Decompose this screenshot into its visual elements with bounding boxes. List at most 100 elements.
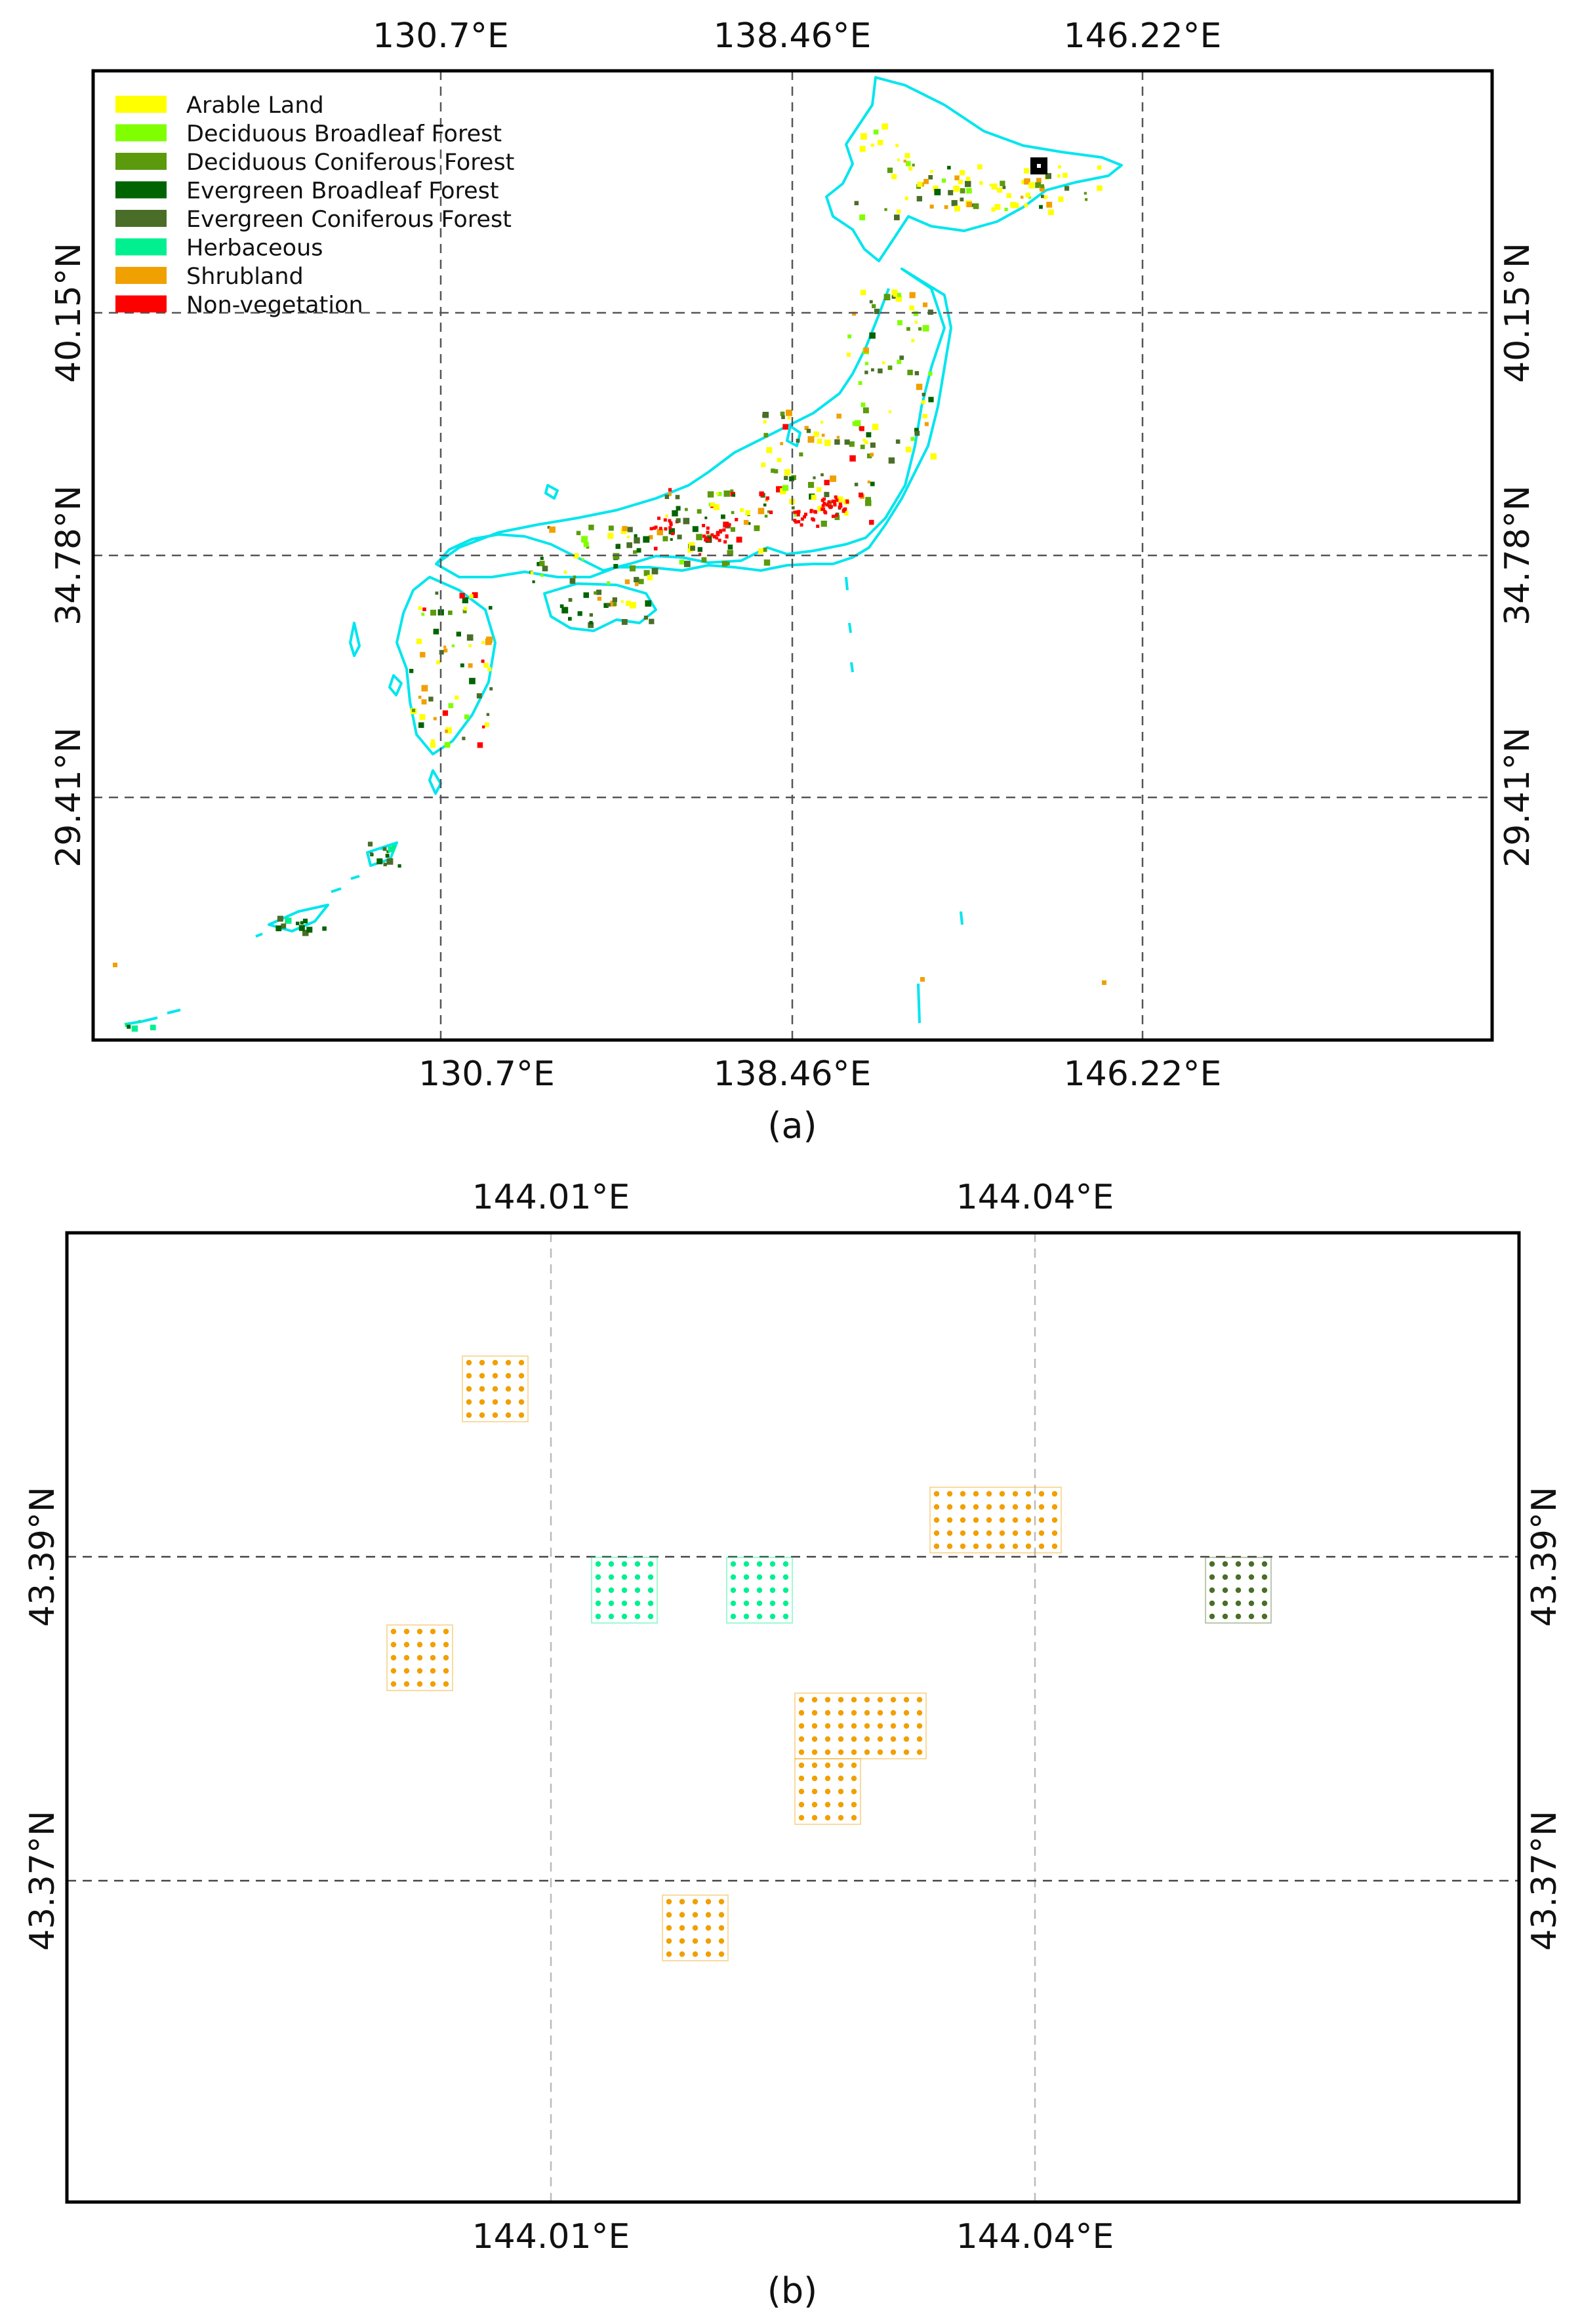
land-cover-pixel	[914, 321, 918, 324]
land-cover-pixel	[1013, 203, 1019, 209]
land-cover-pixel	[486, 636, 493, 643]
land-cover-pixel	[469, 677, 476, 685]
land-cover-pixel	[917, 182, 923, 188]
bottom-lon-tick-1: 130.7°E	[418, 1054, 555, 1094]
patch-dot	[403, 1668, 410, 1674]
patch-dot	[838, 1775, 844, 1782]
land-cover-pixel	[891, 289, 898, 296]
coastline-sea-of-japan	[435, 471, 710, 565]
land-cover-pixel	[1048, 209, 1054, 216]
land-cover-pixel	[690, 546, 695, 551]
land-cover-patches	[386, 1355, 1272, 1961]
patch-dot	[851, 1814, 857, 1821]
patch-dot	[621, 1613, 628, 1620]
land-cover-pixel	[907, 369, 913, 376]
patch-dot	[824, 1762, 831, 1769]
land-cover-pixel	[731, 511, 735, 514]
land-cover-pixel	[422, 607, 426, 611]
land-cover-pixel	[612, 597, 617, 603]
land-cover-pixel	[869, 519, 874, 525]
bottom-lon-tick-2: 138.46°E	[714, 1054, 872, 1094]
land-cover-pixel	[951, 200, 958, 207]
land-cover-pixel	[540, 574, 544, 577]
land-cover-pixel	[383, 862, 387, 866]
land-cover-pixel	[727, 523, 731, 527]
land-cover-pixel	[662, 536, 668, 542]
land-cover-pixel	[948, 190, 954, 195]
land-cover-pixel	[647, 574, 653, 580]
patch-dot	[492, 1412, 498, 1418]
land-cover-pixel	[864, 440, 868, 445]
patch-dot	[916, 1696, 923, 1703]
land-cover-pixel	[825, 503, 829, 507]
patch-dot	[390, 1641, 397, 1648]
land-cover-pixel	[688, 542, 695, 549]
legend-label: Shrubland	[186, 264, 304, 290]
land-cover-pixel	[860, 289, 866, 296]
patch-dot	[1051, 1491, 1058, 1497]
patch-dot	[986, 1530, 992, 1536]
patch-dot	[756, 1613, 763, 1620]
patch-dot	[838, 1736, 844, 1742]
land-cover-pixel	[1057, 174, 1061, 178]
land-cover-pixel	[462, 736, 466, 740]
land-cover-pixel	[905, 161, 911, 167]
patch-evergreen-coniferous-forest	[1205, 1557, 1272, 1624]
land-cover-pixel	[820, 508, 824, 511]
patch-dot	[443, 1654, 449, 1661]
patch-dot	[973, 1543, 979, 1550]
land-cover-pixel	[824, 479, 830, 485]
land-cover-pixel	[781, 415, 785, 420]
patch-dot	[647, 1574, 654, 1580]
patch-dot	[782, 1613, 789, 1620]
land-cover-pixel	[860, 445, 865, 449]
land-cover-pixel	[716, 531, 719, 534]
land-cover-pixel	[727, 544, 733, 550]
land-cover-pixel	[878, 368, 883, 374]
land-cover-pixel	[672, 510, 678, 517]
patch-dot	[890, 1749, 897, 1755]
patch-dot	[851, 1788, 857, 1795]
legend-swatch	[115, 96, 167, 113]
land-cover-pixel	[831, 500, 835, 504]
land-cover-pixel	[954, 175, 960, 180]
patch-dot	[705, 1925, 712, 1931]
coastline-sado	[786, 425, 801, 447]
land-cover-pixel	[702, 534, 706, 538]
land-cover-pixel	[629, 601, 636, 609]
patch-dot	[730, 1613, 737, 1620]
patch-dot	[1261, 1561, 1268, 1567]
patch-dot	[756, 1600, 763, 1607]
land-cover-pixel	[847, 334, 852, 338]
land-cover-pixel	[1040, 184, 1044, 188]
land-cover-pixel	[934, 189, 941, 195]
land-cover-pixel	[796, 439, 800, 443]
patch-dot	[838, 1801, 844, 1808]
patch-dot	[443, 1641, 449, 1648]
patch-outline	[929, 1487, 1062, 1553]
land-cover-pixel	[445, 729, 448, 733]
patch-dot	[999, 1543, 1005, 1550]
patch-dot	[811, 1749, 818, 1755]
patch-herbaceous	[726, 1557, 793, 1624]
land-cover-pixel	[607, 532, 614, 539]
patch-outline	[662, 1894, 729, 1961]
land-cover-pixel	[979, 181, 983, 185]
land-cover-pixel	[777, 458, 782, 462]
legend-swatch	[115, 153, 167, 170]
patch-dot	[1235, 1613, 1242, 1620]
land-cover-pixel	[608, 525, 614, 531]
land-cover-pixel	[911, 338, 915, 342]
patch-dot	[798, 1710, 805, 1716]
coastline-honshu-west	[707, 288, 890, 473]
land-cover-pixel	[723, 540, 727, 544]
patch-dot	[1209, 1574, 1215, 1580]
land-cover-pixel	[624, 579, 630, 584]
land-cover-pixel	[481, 659, 485, 663]
land-cover-pixel	[966, 201, 972, 207]
land-cover-pixel	[933, 185, 939, 191]
patch-dot	[1248, 1574, 1255, 1580]
patch-dot	[416, 1681, 423, 1687]
land-cover-pixel	[745, 510, 750, 515]
land-cover-pixel	[468, 644, 472, 647]
